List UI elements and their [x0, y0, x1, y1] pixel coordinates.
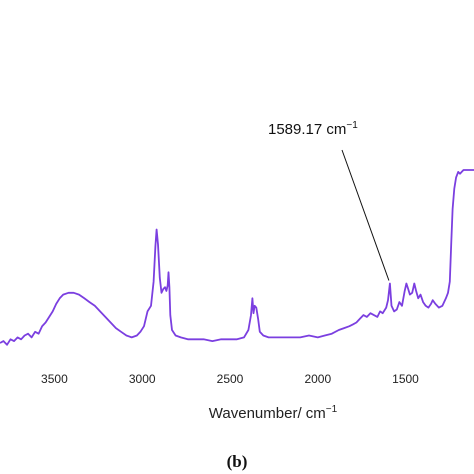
- x-axis-ticks: 3500 3000 2500 2000 1500: [41, 372, 419, 386]
- annotations: 1589.17 cm−1: [268, 120, 390, 281]
- annotation-label: 1589.17 cm−1: [268, 120, 358, 138]
- x-tick-label: 1500: [392, 372, 419, 386]
- x-axis-label-main: Wavenumber/ cm: [209, 405, 326, 422]
- spectrum-series-line: [0, 169, 474, 346]
- x-tick-label: 2500: [217, 372, 244, 386]
- annotation-label-main: 1589.17 cm: [268, 121, 346, 138]
- x-axis-label: Wavenumber/ cm−1: [209, 404, 338, 422]
- x-tick-label: 2000: [304, 372, 331, 386]
- annotation-leader-line: [341, 149, 390, 281]
- plot-area: [0, 169, 474, 346]
- panel-label: (b): [227, 452, 248, 471]
- x-tick-label: 3000: [129, 372, 156, 386]
- x-tick-label: 3500: [41, 372, 68, 386]
- annotation-label-sup: −1: [346, 120, 358, 131]
- x-axis-label-sup: −1: [326, 404, 338, 415]
